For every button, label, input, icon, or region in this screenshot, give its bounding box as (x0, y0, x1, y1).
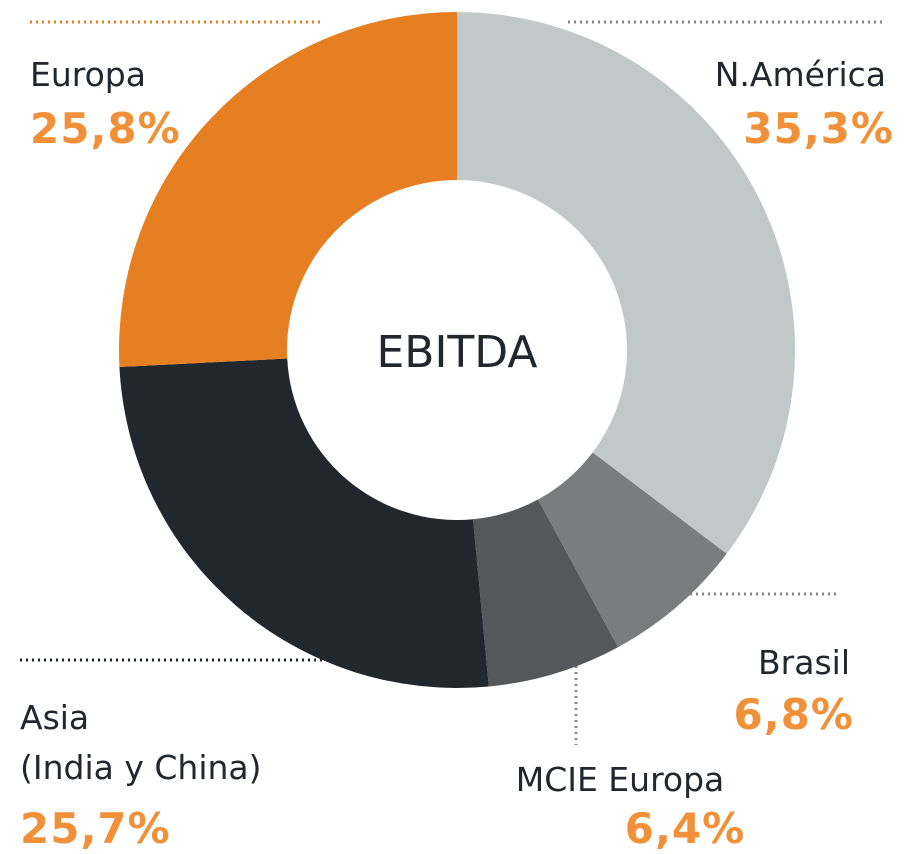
label: MCIE Europa (515, 760, 725, 799)
donut-segment (119, 358, 489, 688)
label: Europa (30, 55, 146, 94)
donut-segment (537, 452, 727, 648)
value-label: 6,4% (624, 804, 746, 853)
donut-segment (457, 12, 795, 554)
label: Brasil (758, 643, 850, 682)
donut-segment (119, 12, 457, 367)
label: N.América (714, 55, 886, 94)
leader-lines (20, 20, 886, 745)
label: Asia (India y China) (20, 698, 262, 787)
chart-title: EBITDA (376, 327, 537, 378)
value-label: 25,7% (20, 804, 171, 853)
donut-segment (472, 499, 618, 687)
value-label: 6,8% (733, 690, 854, 739)
value-label: 25,8% (30, 104, 181, 153)
value-label: 35,3% (743, 104, 894, 153)
